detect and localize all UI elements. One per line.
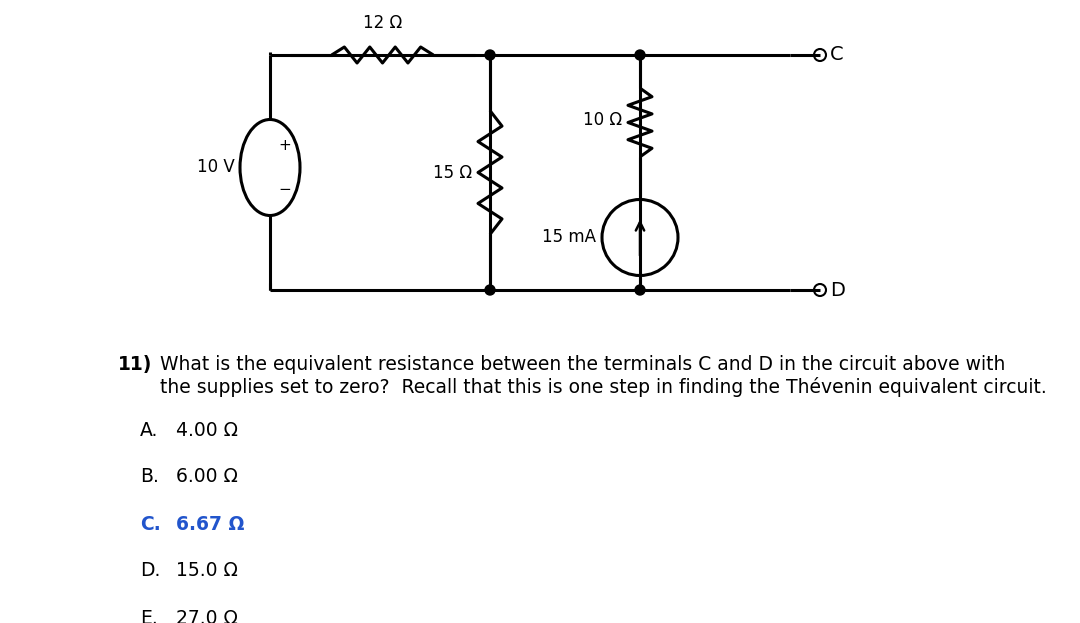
Text: 10 Ω: 10 Ω — [583, 111, 622, 129]
Text: 27.0 Ω: 27.0 Ω — [176, 609, 238, 623]
Text: B.: B. — [140, 467, 159, 487]
Text: 15 Ω: 15 Ω — [433, 163, 472, 181]
Text: C.: C. — [140, 515, 161, 533]
Text: A.: A. — [140, 421, 159, 439]
Text: 6.00 Ω: 6.00 Ω — [176, 467, 238, 487]
Text: E.: E. — [140, 609, 158, 623]
Circle shape — [485, 50, 495, 60]
Text: 10 V: 10 V — [198, 158, 235, 176]
Text: 4.00 Ω: 4.00 Ω — [176, 421, 238, 439]
Circle shape — [485, 285, 495, 295]
Text: D.: D. — [140, 561, 160, 581]
Text: 15 mA: 15 mA — [542, 229, 596, 247]
Text: 6.67 Ω: 6.67 Ω — [176, 515, 244, 533]
Circle shape — [635, 50, 645, 60]
Text: 12 Ω: 12 Ω — [363, 14, 402, 32]
Text: C: C — [831, 45, 843, 65]
Text: D: D — [831, 280, 845, 300]
Text: What is the equivalent resistance between the terminals C and D in the circuit a: What is the equivalent resistance betwee… — [160, 355, 1047, 397]
Text: 11): 11) — [118, 355, 152, 374]
Circle shape — [635, 285, 645, 295]
Text: +: + — [278, 138, 291, 153]
Text: −: − — [278, 181, 291, 197]
Text: 15.0 Ω: 15.0 Ω — [176, 561, 238, 581]
